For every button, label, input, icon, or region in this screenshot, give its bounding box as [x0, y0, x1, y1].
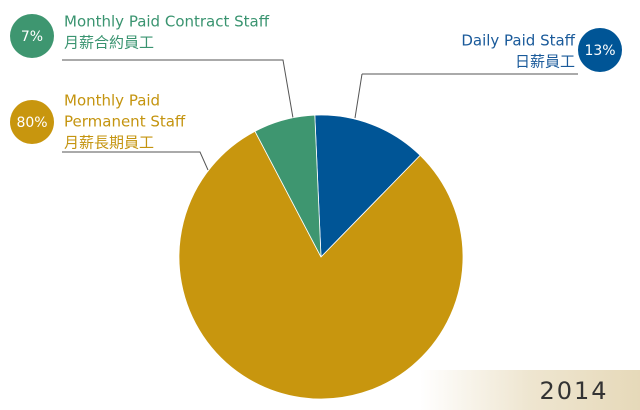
pie-slice — [254, 114, 322, 258]
year-band — [420, 370, 640, 410]
percent-label: 7% — [21, 29, 43, 45]
percent-badge — [578, 28, 622, 72]
category-label: Permanent Staff — [64, 113, 186, 131]
pie-slice — [178, 130, 464, 400]
category-label-zh: 月薪長期員工 — [64, 134, 154, 152]
pie-slice — [314, 114, 421, 258]
leader-line — [354, 73, 578, 119]
category-label: Monthly Paid Contract Staff — [64, 13, 270, 31]
category-label-zh: 日薪員工 — [515, 53, 575, 71]
category-label-zh: 月薪合約員工 — [64, 34, 154, 52]
year-label: 2014 — [539, 377, 608, 405]
percent-label: 80% — [16, 115, 47, 131]
percent-label: 13% — [584, 43, 615, 59]
category-label: Monthly Paid — [64, 92, 160, 110]
leader-line — [62, 59, 294, 119]
category-label: Daily Paid Staff — [461, 32, 575, 50]
percent-badge — [10, 14, 54, 58]
percent-badge — [10, 100, 54, 144]
leader-line — [62, 151, 209, 171]
